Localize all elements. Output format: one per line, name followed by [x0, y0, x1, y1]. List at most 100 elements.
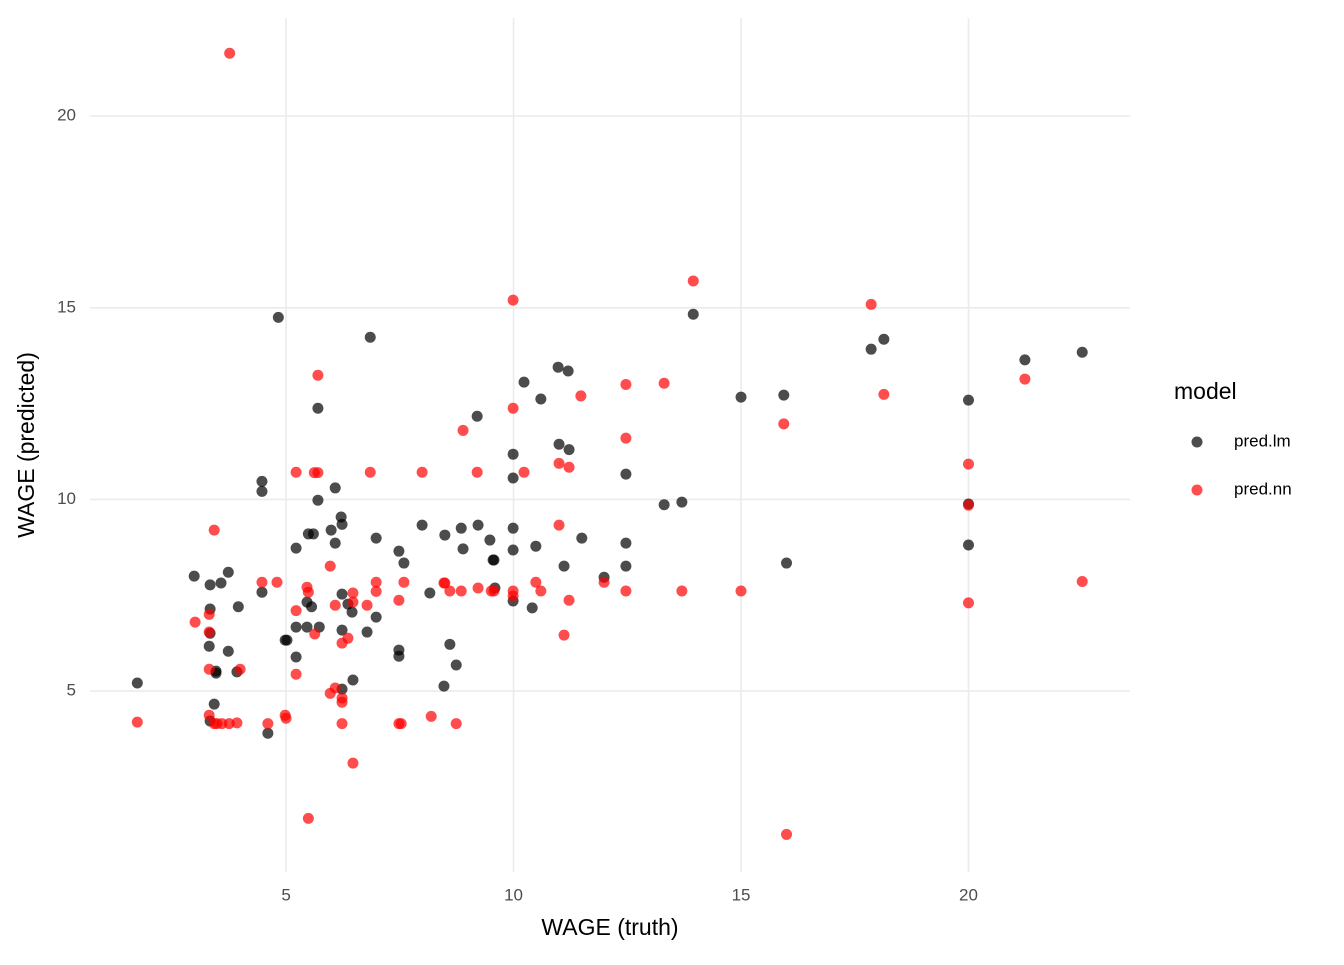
point: [962, 539, 974, 551]
point: [778, 418, 790, 430]
point: [290, 651, 302, 663]
point: [262, 727, 274, 739]
point: [203, 663, 215, 675]
point: [224, 47, 236, 59]
point: [301, 621, 313, 633]
point: [444, 638, 456, 650]
point: [558, 629, 570, 641]
legend-marker: [1191, 484, 1203, 496]
point: [393, 594, 405, 606]
point: [222, 566, 234, 578]
point: [553, 457, 565, 469]
point: [507, 590, 519, 602]
point: [962, 458, 974, 470]
point: [346, 606, 358, 618]
point: [562, 365, 574, 377]
point: [364, 466, 376, 478]
point: [347, 596, 359, 608]
point: [781, 557, 793, 569]
point: [203, 709, 215, 721]
point: [471, 410, 483, 422]
point: [290, 668, 302, 680]
point: [208, 524, 220, 536]
point: [203, 608, 215, 620]
point: [457, 543, 469, 555]
points: [131, 47, 1088, 840]
point: [553, 438, 565, 450]
point: [208, 698, 220, 710]
point: [312, 369, 324, 381]
point: [1076, 346, 1088, 358]
point: [778, 389, 790, 401]
x-tick-label: 10: [504, 885, 523, 904]
point: [439, 529, 451, 541]
point: [262, 718, 274, 730]
point: [336, 718, 348, 730]
x-tick-label: 5: [281, 885, 290, 904]
point: [234, 663, 246, 675]
point: [878, 388, 890, 400]
point: [620, 560, 632, 572]
point: [507, 448, 519, 460]
point: [222, 645, 234, 657]
point: [256, 586, 268, 598]
point: [188, 570, 200, 582]
point: [620, 585, 632, 597]
y-axis-title: WAGE (predicted): [13, 352, 39, 538]
point: [306, 601, 318, 613]
point: [347, 587, 359, 599]
x-tick-label: 20: [959, 885, 978, 904]
y-tick-label: 15: [57, 297, 76, 316]
point: [256, 475, 268, 487]
point: [518, 466, 530, 478]
point: [865, 343, 877, 355]
point: [131, 677, 143, 689]
point: [962, 394, 974, 406]
x-tick-label: 15: [732, 885, 751, 904]
point: [507, 522, 519, 534]
point: [563, 594, 575, 606]
point: [329, 482, 341, 494]
point: [361, 599, 373, 611]
point: [620, 537, 632, 549]
point: [507, 544, 519, 556]
point: [395, 718, 407, 730]
point: [398, 557, 410, 569]
point: [781, 828, 793, 840]
point: [878, 333, 890, 345]
point: [553, 519, 565, 531]
point: [455, 585, 467, 597]
point: [576, 532, 588, 544]
point: [439, 577, 451, 589]
point: [347, 757, 359, 769]
legend-title: model: [1174, 378, 1237, 404]
point: [563, 461, 575, 473]
point: [281, 634, 293, 646]
point: [336, 624, 348, 636]
point: [312, 402, 324, 414]
point: [393, 650, 405, 662]
point: [488, 585, 500, 597]
y-tick-label: 10: [57, 489, 76, 508]
point: [256, 576, 268, 588]
point: [302, 586, 314, 598]
point: [658, 377, 670, 389]
y-tick-label: 20: [57, 106, 76, 125]
point: [472, 582, 484, 594]
point: [272, 311, 284, 323]
point: [329, 682, 341, 694]
point: [393, 545, 405, 557]
point: [1019, 373, 1031, 385]
point: [370, 532, 382, 544]
point: [361, 626, 373, 638]
point: [455, 522, 467, 534]
point: [324, 560, 336, 572]
point: [444, 585, 456, 597]
point: [329, 599, 341, 611]
point: [290, 621, 302, 633]
point: [370, 576, 382, 588]
point: [735, 585, 747, 597]
point: [271, 576, 283, 588]
point: [620, 432, 632, 444]
